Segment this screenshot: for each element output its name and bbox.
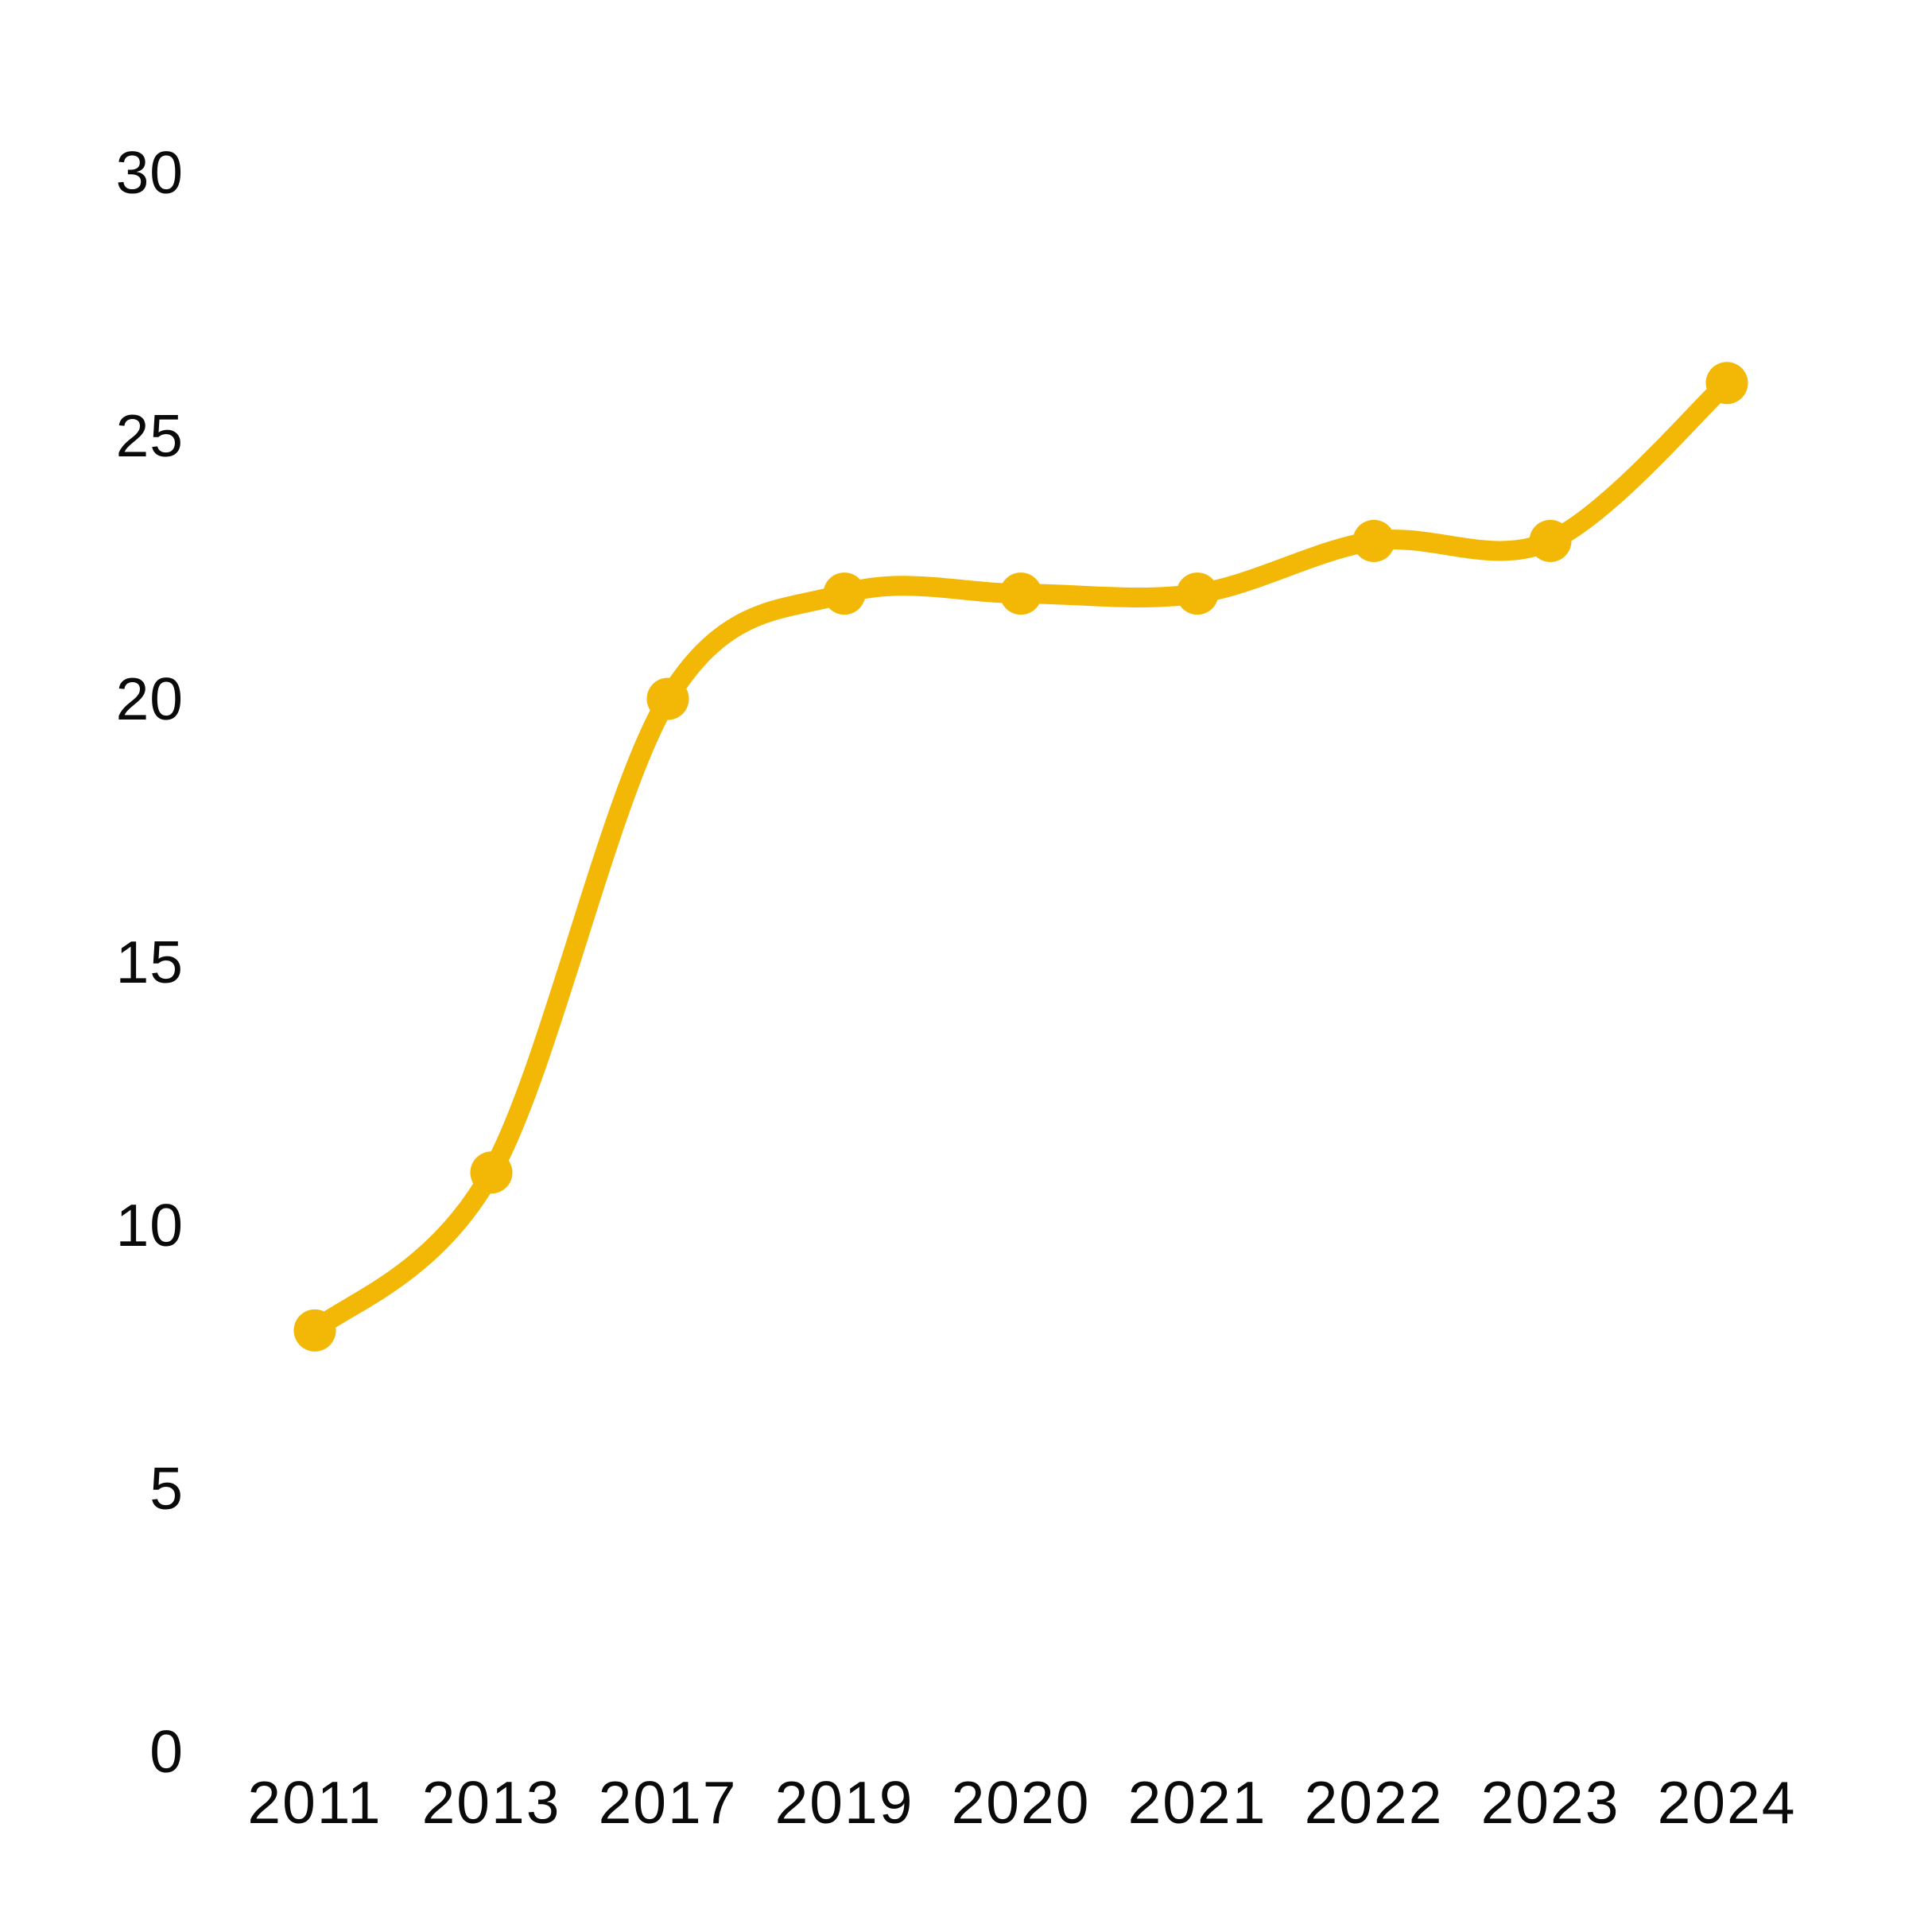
x-tick-label: 2011 <box>247 1769 382 1836</box>
data-point <box>1352 519 1395 562</box>
data-point <box>823 572 866 615</box>
data-point <box>999 572 1042 615</box>
data-series <box>293 362 1748 1352</box>
y-axis-tick-labels: 0 5 10 15 20 25 30 <box>116 139 184 1785</box>
data-point <box>646 677 689 720</box>
data-point <box>1529 519 1572 562</box>
x-tick-label: 2020 <box>952 1769 1091 1836</box>
y-tick-label: 30 <box>116 139 184 206</box>
y-tick-label: 25 <box>116 402 184 469</box>
data-point <box>293 1309 336 1352</box>
x-tick-label: 2019 <box>775 1769 914 1836</box>
data-point <box>1705 362 1748 405</box>
x-tick-label: 2017 <box>599 1769 738 1836</box>
data-point <box>470 1151 513 1194</box>
x-tick-label: 2022 <box>1305 1769 1444 1836</box>
series-line <box>305 373 1737 1340</box>
x-tick-label: 2024 <box>1658 1769 1797 1836</box>
y-tick-label: 20 <box>116 665 184 732</box>
y-tick-label: 10 <box>116 1192 184 1259</box>
y-tick-label: 0 <box>149 1718 184 1785</box>
y-tick-label: 5 <box>149 1455 184 1522</box>
x-tick-label: 2021 <box>1128 1769 1267 1836</box>
data-point <box>1176 572 1219 615</box>
y-tick-label: 15 <box>116 929 184 995</box>
x-axis-tick-labels: 2011 2013 2017 2019 2020 2021 2022 2023 2024 <box>247 1769 1797 1836</box>
x-tick-label: 2023 <box>1481 1769 1620 1836</box>
x-tick-label: 2013 <box>422 1769 561 1836</box>
